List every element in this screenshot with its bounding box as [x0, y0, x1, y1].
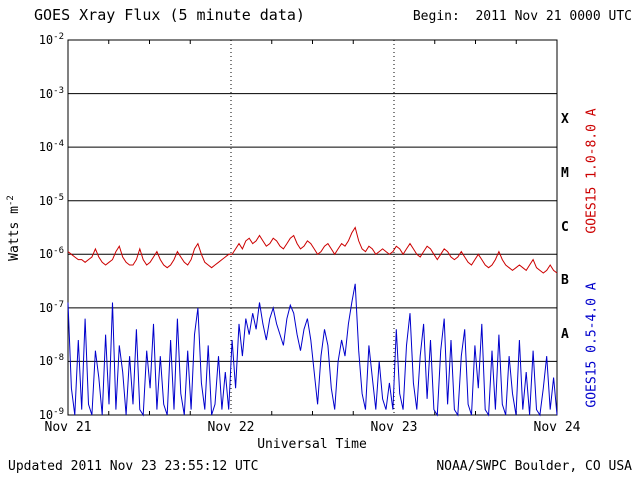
begin-timestamp: Begin: 2011 Nov 21 0000 UTC [412, 9, 632, 24]
x-axis-title: Universal Time [257, 437, 367, 452]
y-tick-label: 10-9 [38, 407, 64, 422]
flare-class-letter: B [561, 273, 569, 289]
updated-timestamp: Updated 2011 Nov 23 23:55:12 UTC [8, 459, 259, 474]
flare-class-letter: M [561, 165, 569, 181]
x-tick-label: Nov 22 [207, 420, 255, 435]
series-label-long-channel: GOES15 1.0-8.0 A [584, 108, 600, 234]
x-tick-label: Nov 23 [370, 420, 418, 435]
y-tick-label: 10-2 [38, 32, 64, 47]
y-tick-label: 10-3 [38, 85, 64, 101]
flare-class-letter: A [561, 326, 569, 342]
y-axis-title: Watts m-2 [5, 195, 23, 261]
series-label-short-channel: GOES15 0.5-4.0 A [584, 282, 600, 408]
chart-title: GOES Xray Flux (5 minute data) [34, 6, 305, 24]
flare-class-letter: X [561, 112, 569, 128]
x-tick-label: Nov 24 [533, 420, 581, 435]
y-tick-label: 10-7 [38, 299, 64, 315]
y-tick-label: 10-5 [38, 192, 64, 208]
x-tick-label: Nov 21 [44, 420, 92, 435]
source-credit: NOAA/SWPC Boulder, CO USA [436, 459, 632, 474]
y-tick-label: 10-4 [38, 139, 64, 155]
y-tick-label: 10-8 [38, 353, 64, 369]
flare-class-letter: C [561, 219, 569, 235]
y-tick-label: 10-6 [38, 246, 64, 262]
